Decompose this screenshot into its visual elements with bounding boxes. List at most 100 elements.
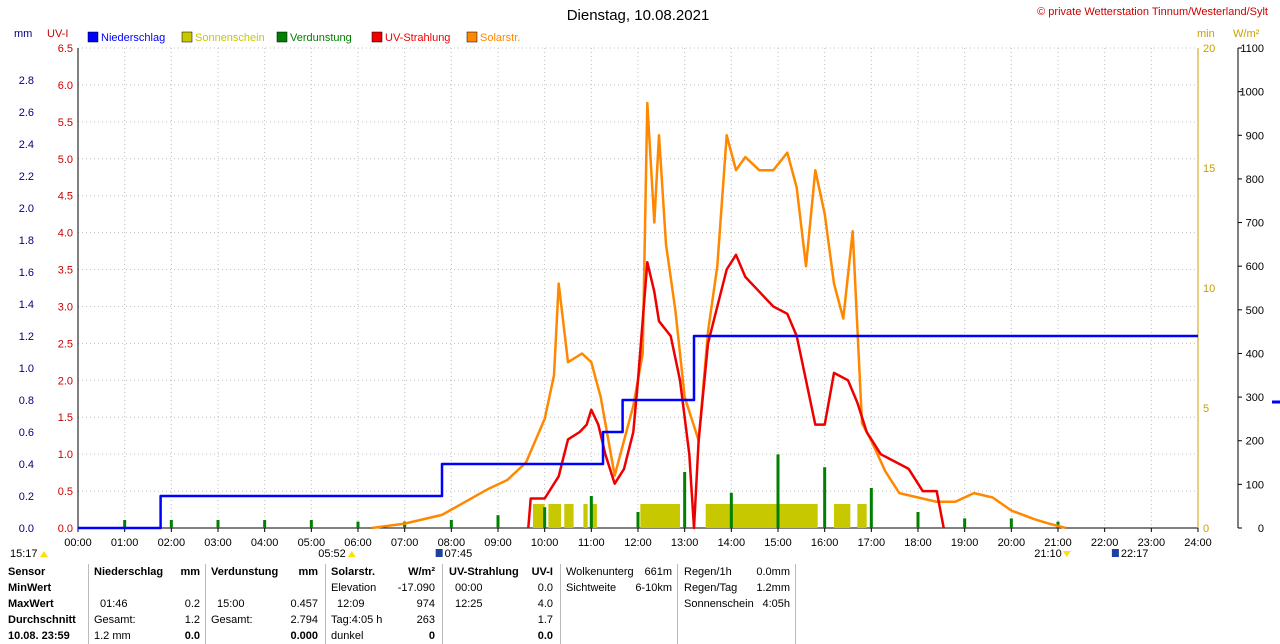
stats-regen-column: Regen/1h 0.0mm Regen/Tag 1.2mm Sonnenschei… [684,564,790,612]
chart-title: Dienstag, 10.08.2021 [567,7,710,24]
stats-cell: 0.2 [184,598,200,610]
mm-tick-label: 1.4 [19,299,34,311]
moonrise-label: 07:45 [445,548,473,560]
sunrise-icon [347,551,356,557]
stats-cell: 00:00 [455,582,483,594]
sunshine-bar [548,504,561,528]
stats-cell: Wolkenunterg [566,566,634,578]
legend-label: Niederschlag [101,32,165,44]
stats-uv-column: UV-Strahlung UV-I 00:00 0.0 12:25 4.0 1.7 0… [449,564,553,644]
mm-tick-label: 2.6 [19,107,34,119]
stats-header-verdunstung: Verdunstung [211,566,279,578]
sunset-label: 21:10 [1034,548,1062,560]
stats-cell: 263 [416,614,435,626]
legend-swatch [466,31,478,43]
legend-swatch [87,31,99,43]
stats-cell: Sonnenschein [684,598,754,610]
moonrise-icon [435,549,443,557]
stats-cell: 0 [428,630,435,642]
stats-label-avg: Durchschnitt [8,614,76,626]
wm2-tick-label: 400 [1246,348,1264,360]
wm2-tick-label: 300 [1246,392,1264,404]
mm-tick-label: 0.6 [19,427,34,439]
wm2-tick-label: 600 [1246,261,1264,273]
x-tick-label: 06:00 [344,537,372,549]
solar-line [371,101,1067,530]
sunshine-bar [591,504,597,528]
stats-header-uv: UV-Strahlung [449,566,519,578]
stats-unit-solar: W/m² [408,566,435,578]
credit-text: © private Wetterstation Tinnum/Westerlan… [1037,6,1268,18]
stats-cell: 1.7 [537,614,553,626]
uv-tick-label: 4.5 [58,191,73,203]
min-tick-label: 0 [1203,523,1209,535]
mm-tick-label: 1.6 [19,267,34,279]
x-tick-label: 10:00 [531,537,559,549]
uv-line [527,253,945,530]
x-tick-label: 09:00 [484,537,512,549]
marker-left-time: 15:17 [10,548,38,560]
stats-cell: Sichtweite [566,582,617,594]
sunshine-bar [834,504,851,528]
mm-tick-label: 2.4 [19,139,34,151]
legend-label: Solarstr. [480,32,520,44]
uv-tick-label: 5.5 [58,117,73,129]
stats-cell: Regen/1h [684,566,732,578]
stats-cell: Gesamt: [94,614,136,626]
uv-tick-label: 0.0 [58,523,73,535]
stats-unit-niederschlag: mm [180,566,200,578]
min-tick-label: 10 [1203,283,1215,295]
stats-cell: 0.0mm [756,566,790,578]
legend-label: Sonnenschein [195,32,265,44]
x-tick-label: 02:00 [158,537,186,549]
uv-tick-label: 4.0 [58,228,73,240]
legend: Niederschlag Sonnenschein Verdunstung UV-St… [87,31,520,44]
moonset-label: 22:17 [1121,548,1149,560]
uv-tick-label: 3.5 [58,265,73,277]
x-tick-label: 03:00 [204,537,232,549]
uv-tick-label: 2.5 [58,338,73,350]
legend-label: UV-Strahlung [385,32,450,44]
min-tick-label: 20 [1203,43,1215,55]
x-tick-label: 18:00 [904,537,932,549]
mm-tick-label: 2.8 [19,75,34,87]
uv-tick-label: 3.0 [58,301,73,313]
uv-tick-label: 1.0 [58,449,73,461]
sun-icon [40,551,48,557]
stats-solar-column: Solarstr. W/m² Elevation -17.090 12:09 974 … [331,564,435,644]
wm2-axis-label: W/m² [1233,28,1260,40]
stats-cell: 4.0 [537,598,553,610]
legend-swatch [371,31,383,43]
x-tick-label: 19:00 [951,537,979,549]
mm-tick-label: 1.2 [19,331,34,343]
stats-cell: dunkel [331,630,364,642]
stats-label-current: 10.08. 23:59 [8,630,70,642]
uv-tick-label: 2.0 [58,375,73,387]
min-tick-label: 15 [1203,163,1215,175]
wm2-tick-label: 900 [1246,130,1264,142]
mm-tick-label: 0.4 [19,459,34,471]
min-tick-label: 5 [1203,403,1209,415]
sunshine-bar [564,504,574,528]
mm-tick-label: 0.0 [19,523,34,535]
x-tick-label: 14:00 [718,537,746,549]
stats-cell: Elevation [331,582,377,594]
x-tick-label: 01:00 [111,537,139,549]
mm-tick-label: 2.2 [19,171,34,183]
legend-label: Verdunstung [290,32,352,44]
stats-cell: 0.0 [537,582,553,594]
legend-swatch [181,31,193,43]
stats-cell: 0.0 [537,630,553,642]
stats-cell: 12:09 [337,598,365,610]
x-tick-label: 04:00 [251,537,279,549]
sunrise-label: 05:52 [318,548,346,560]
weather-chart: Dienstag, 10.08.2021 © private Wettersta… [10,6,1280,560]
uv-tick-label: 6.5 [58,43,73,55]
mm-tick-label: 0.8 [19,395,34,407]
sunshine-bar [857,504,867,528]
wm2-tick-label: 1000 [1240,87,1264,99]
stats-header-sensor: Sensor [8,566,46,578]
sunshine-bar [583,504,588,528]
stats-cell: Gesamt: [211,614,253,626]
x-tick-label: 15:00 [764,537,792,549]
